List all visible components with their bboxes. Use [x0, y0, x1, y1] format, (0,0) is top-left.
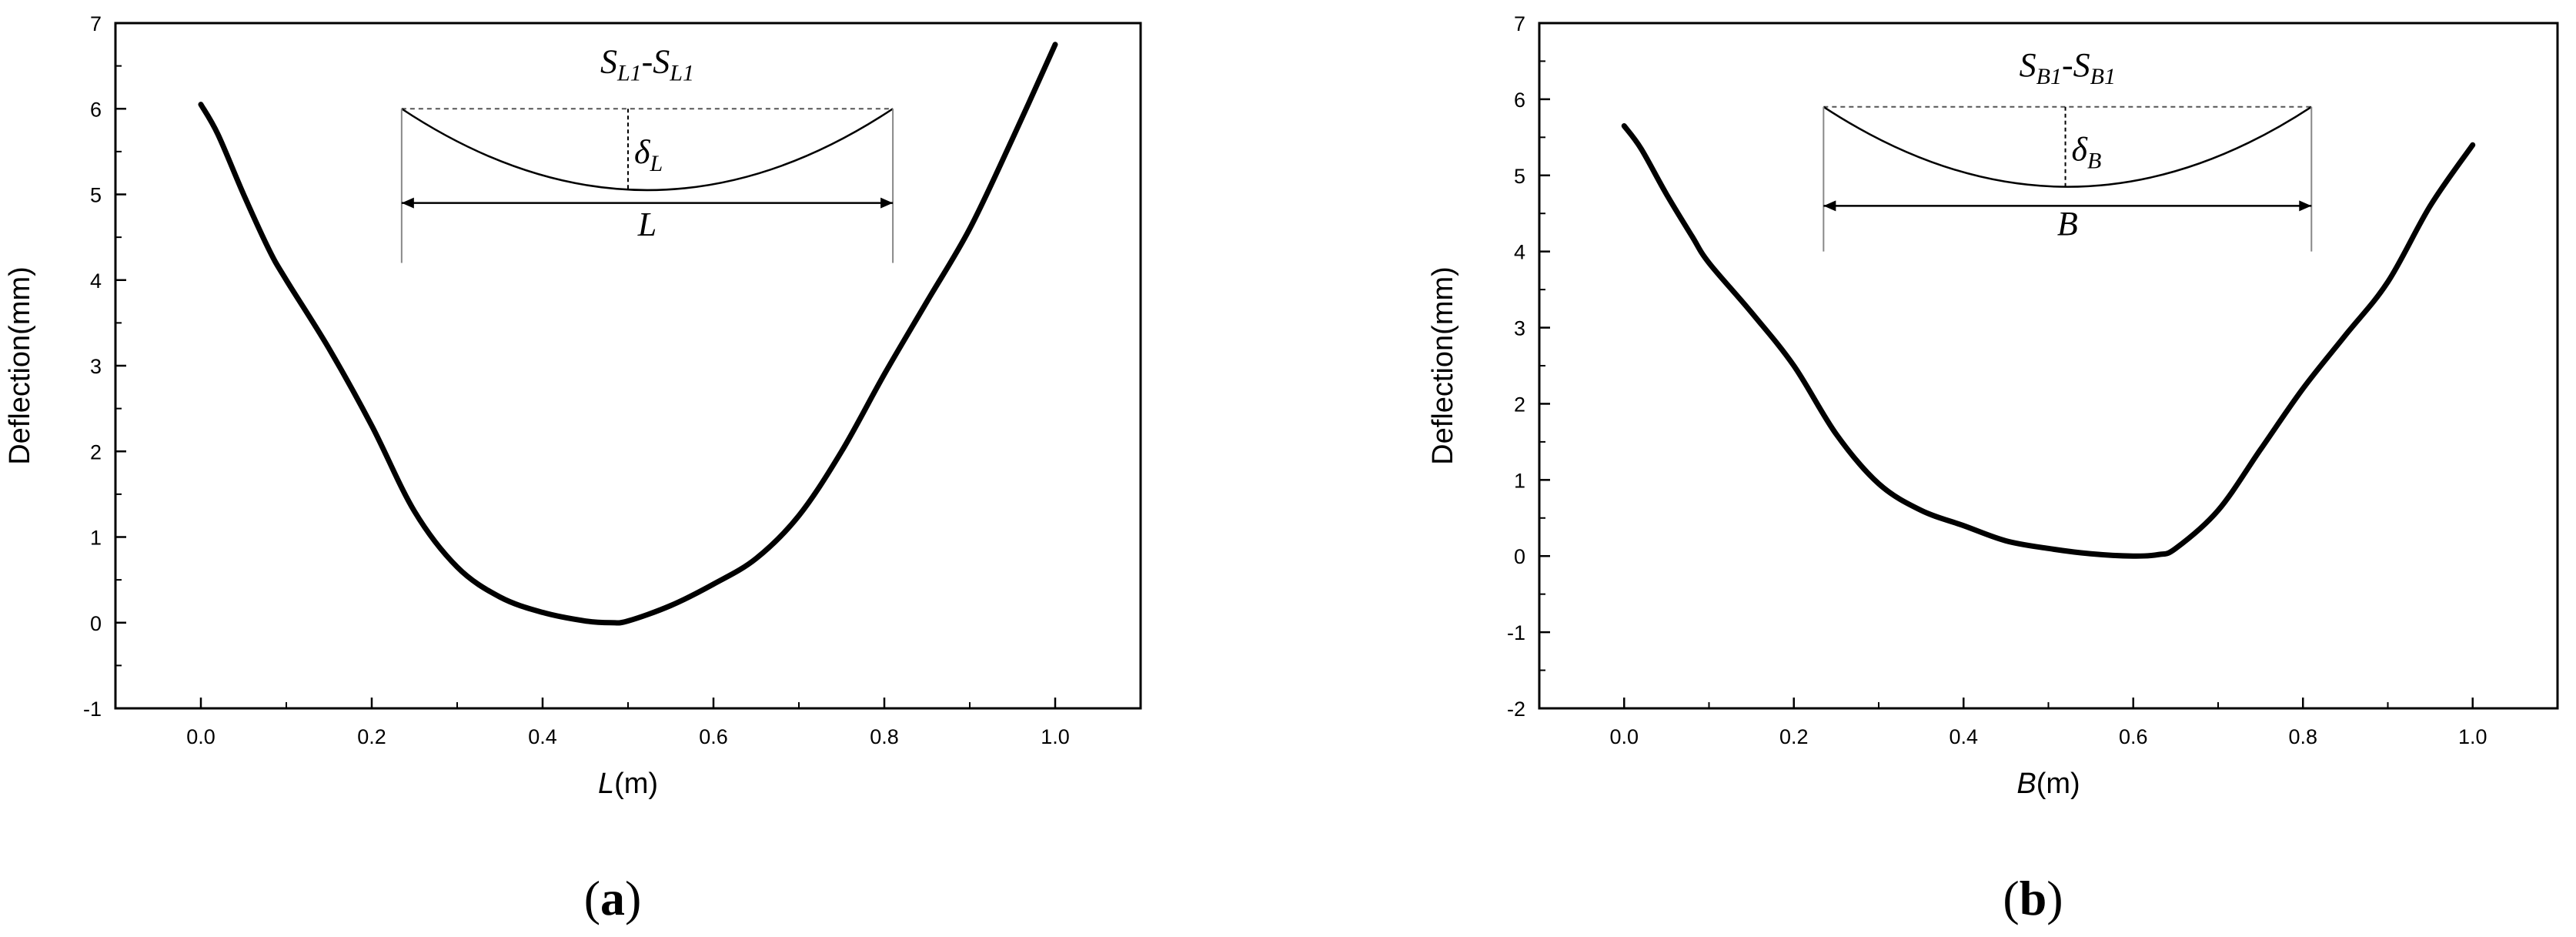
y-tick-label: 4	[1514, 241, 1525, 264]
panel-label-letter: a	[600, 871, 625, 925]
inset-title-dash: -	[2062, 46, 2073, 84]
inset-arrow-left	[401, 197, 414, 209]
x-tick-label: 0.4	[1949, 725, 1978, 748]
inset-title: SB1-SB1	[2020, 46, 2116, 89]
x-tick-label: 1.0	[1041, 725, 1070, 748]
inset-title-sub2: L1	[669, 61, 694, 86]
x-axis-title-unit: (m)	[2036, 768, 2080, 800]
y-tick-label: -1	[1507, 621, 1525, 644]
inset-title-s1: S	[2020, 46, 2036, 84]
inset-span-label: L	[637, 206, 657, 243]
y-tick-label: 1	[1514, 469, 1525, 492]
x-axis-title-unit: (m)	[614, 768, 658, 800]
panel-label-close: )	[2046, 871, 2063, 925]
panel-label: (b)	[2003, 871, 2063, 925]
inset-delta-subscript: L	[649, 151, 663, 176]
inset-beam	[401, 108, 894, 192]
inset-title-sub1: L1	[616, 61, 642, 86]
y-axis-title: Deflection(mm)	[1427, 266, 1459, 465]
y-tick-label: 7	[1514, 12, 1525, 35]
inset-title-sub2: B1	[2090, 64, 2116, 89]
x-tick-label: 0.6	[699, 725, 728, 748]
inset-arrow-right	[2299, 200, 2312, 212]
x-axis-title: B(m)	[2016, 768, 2080, 800]
y-tick-label: 2	[90, 440, 102, 463]
inset-title-dash: -	[642, 43, 653, 81]
inset-arrow-right	[880, 197, 894, 209]
panel-label-letter: b	[2020, 871, 2047, 925]
y-tick-label: 2	[1514, 393, 1525, 416]
y-tick-label: 1	[90, 527, 102, 550]
inset-delta-label: δL	[634, 133, 663, 176]
inset-beam	[1823, 105, 2312, 188]
y-tick-label: 0	[1514, 545, 1525, 568]
y-tick-label: -2	[1507, 698, 1525, 721]
inset-title: SL1-SL1	[600, 43, 694, 86]
inset-delta-symbol: δ	[634, 133, 651, 171]
y-tick-label: 7	[90, 12, 102, 35]
inset-delta-symbol: δ	[2072, 131, 2089, 169]
inset-arrow-left	[1823, 200, 1836, 212]
x-tick-label: 0.4	[528, 725, 557, 748]
panel-label-open: (	[584, 871, 600, 925]
chart-panel-a: 0.0 0.2 0.4 0.6 0.8 1.0 -1 0 1 2 3 4 5 6 7 Deflection(m…	[4, 12, 1142, 925]
inset-span-label: B	[2057, 205, 2078, 243]
y-tick-label: -1	[83, 698, 102, 721]
x-axis-title: L(m)	[598, 768, 658, 800]
x-tick-label: 0.0	[1609, 725, 1639, 748]
x-tick-label: 0.0	[186, 725, 216, 748]
panel-label-open: (	[2003, 871, 2019, 925]
x-tick-label: 1.0	[2458, 725, 2487, 748]
x-axis-title-var: B	[2016, 768, 2036, 800]
inset-title-s1: S	[600, 43, 617, 81]
y-tick-label: 4	[90, 269, 102, 293]
x-tick-label: 0.8	[870, 725, 899, 748]
x-tick-label: 0.2	[1779, 725, 1809, 748]
y-tick-label: 5	[1514, 165, 1525, 188]
inset-delta-label: δB	[2072, 131, 2102, 174]
y-tick-label: 6	[90, 98, 102, 121]
x-tick-label: 0.6	[2119, 725, 2148, 748]
y-tick-label: 3	[1514, 317, 1525, 340]
x-tick-label: 0.2	[357, 725, 386, 748]
inset-title-s2: S	[653, 43, 670, 81]
chart-panel-b: 0.0 0.2 0.4 0.6 0.8 1.0 -2 -1 0 1 2 3 4 5 6 7 Deflection…	[1427, 12, 2559, 925]
inset-title-sub1: B1	[2036, 64, 2062, 89]
panel-label-close: )	[625, 871, 641, 925]
series-line	[1621, 123, 2476, 559]
y-tick-label: 5	[90, 184, 102, 207]
series-line	[198, 42, 1058, 626]
panel-label: (a)	[584, 871, 642, 925]
y-tick-label: 3	[90, 355, 102, 378]
inset-delta-subscript: B	[2087, 149, 2101, 174]
inset-title-s2: S	[2073, 46, 2090, 84]
plot-frame	[1538, 22, 2559, 710]
y-axis-title: Deflection(mm)	[4, 266, 36, 465]
x-tick-label: 0.8	[2288, 725, 2317, 748]
y-tick-label: 6	[1514, 89, 1525, 112]
y-tick-label: 0	[90, 612, 102, 635]
x-axis-title-var: L	[598, 768, 614, 800]
